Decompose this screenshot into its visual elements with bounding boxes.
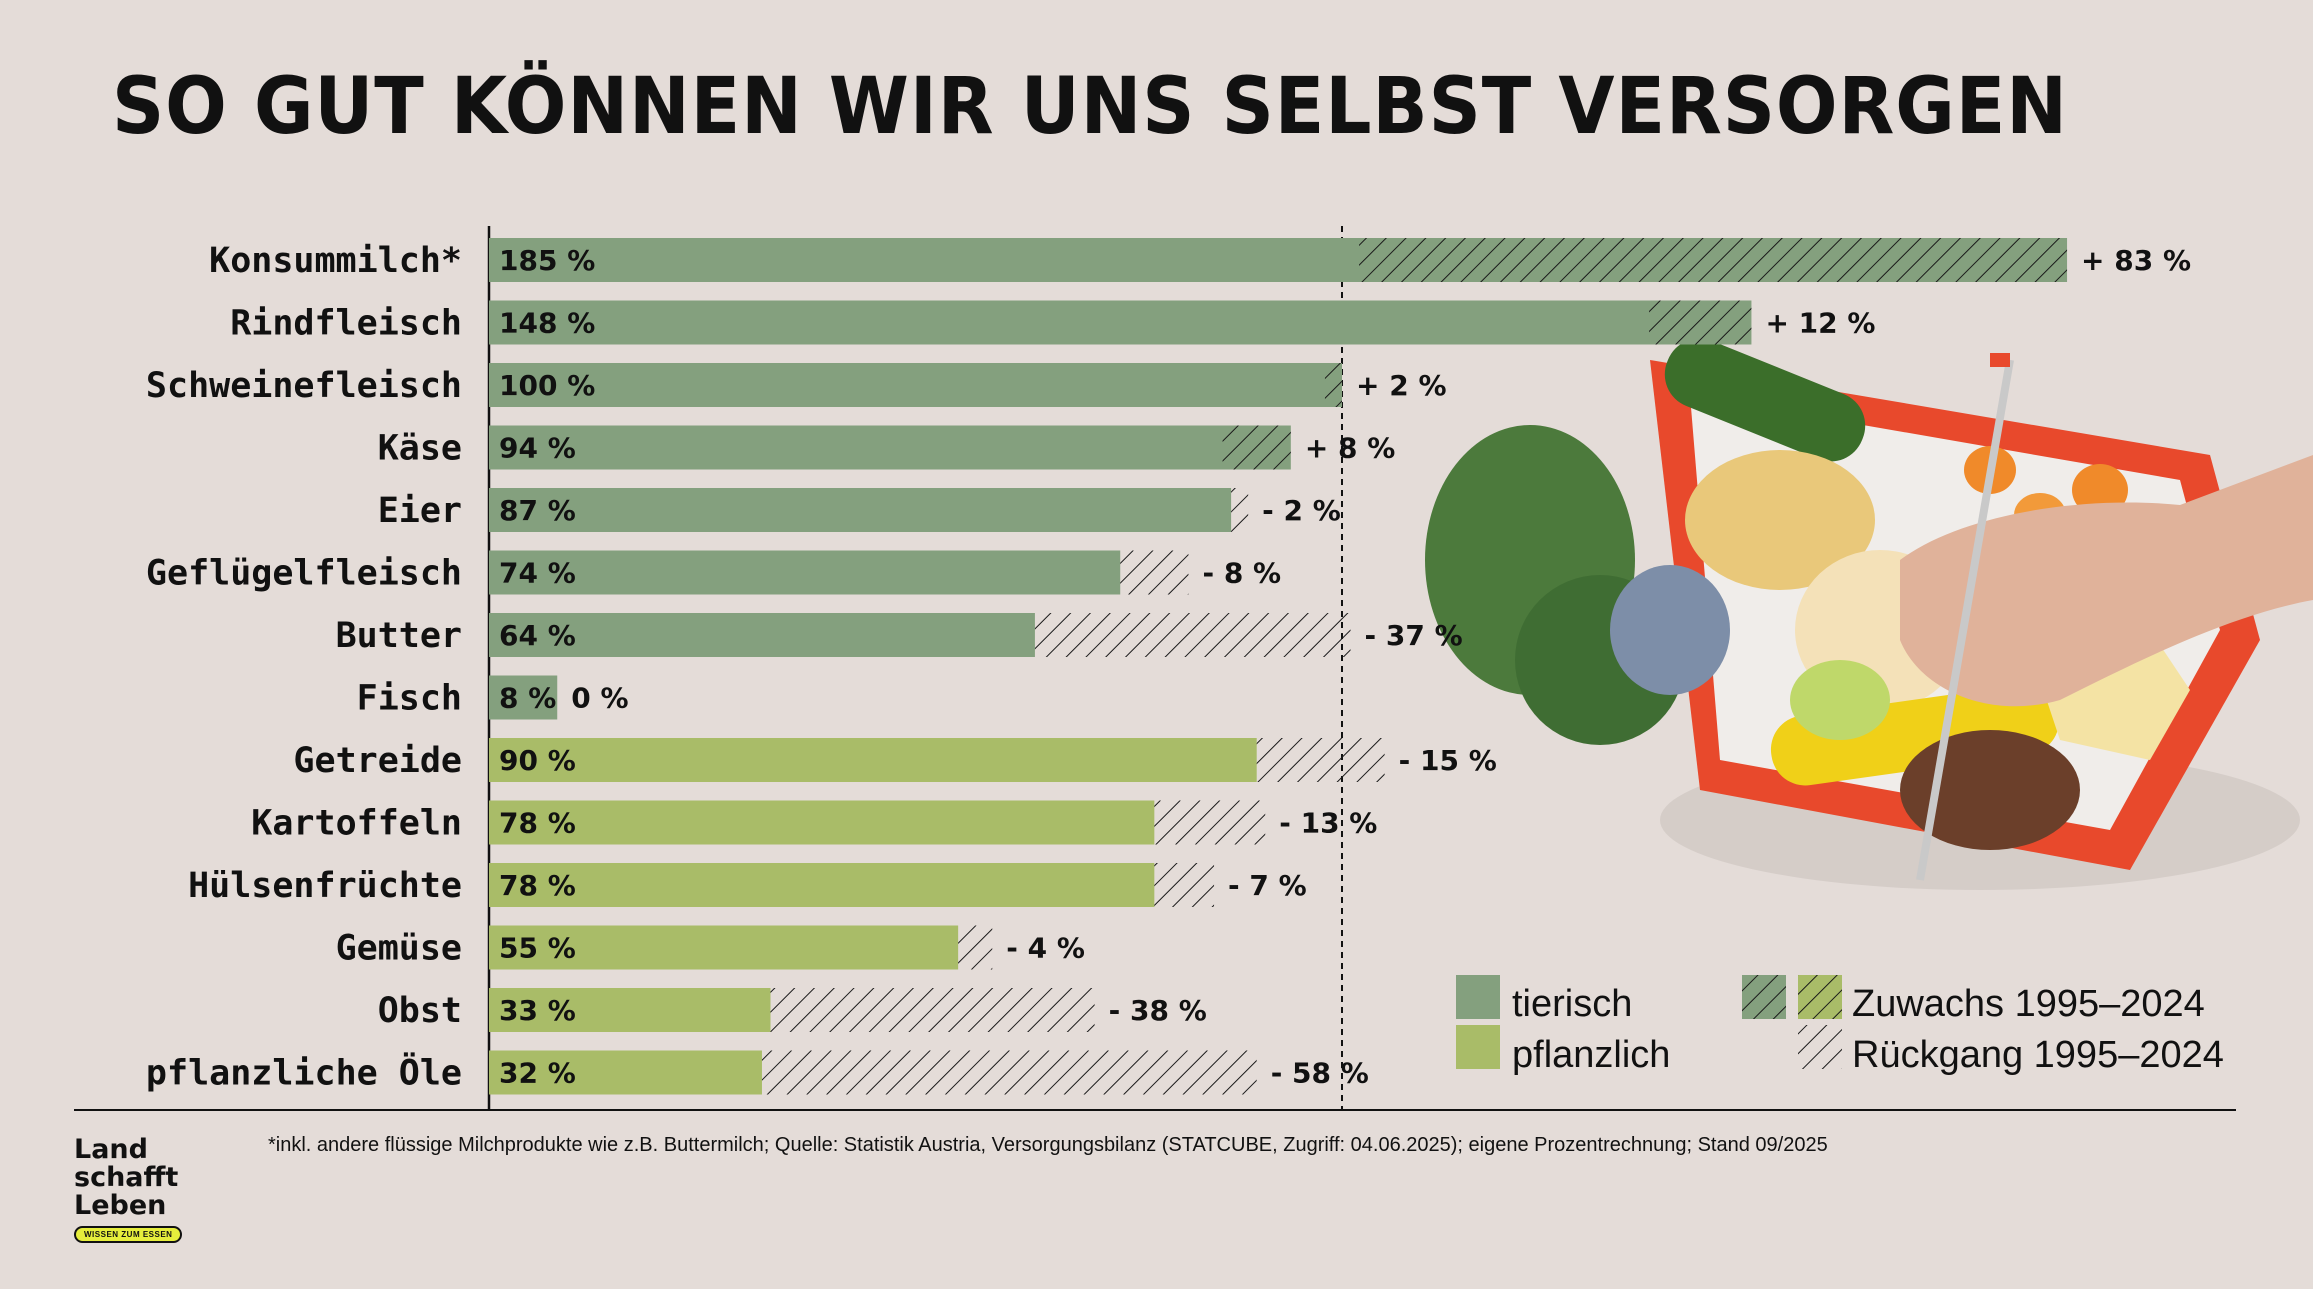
legend-label-tierisch: tierisch [1512,983,1632,1025]
change-label-eier: - 2 % [1262,494,1341,527]
value-label-konsummilch: 185 % [499,244,595,277]
value-label-pflanzliche-öle: 32 % [499,1057,576,1090]
change-label-pflanzliche-öle: - 58 % [1271,1057,1369,1090]
category-label-gemüse: Gemüse [336,929,462,969]
change-label-käse: + 8 % [1305,432,1396,465]
decline-hatch-kartoffeln [1154,800,1266,845]
change-label-fisch: 0 % [571,682,628,715]
legend-hatch-zuwachs-tierisch [1742,975,1786,1019]
bar-obst [489,988,771,1032]
decline-hatch-butter [1034,613,1351,657]
bar-eier [489,488,1232,532]
value-label-geflügelfleisch: 74 % [499,557,576,590]
bar-butter [489,613,1035,657]
change-label-schweinefleisch: + 2 % [1356,369,1447,402]
change-label-obst: - 38 % [1109,994,1207,1027]
value-label-eier: 87 % [499,494,576,527]
category-label-käse: Käse [378,429,462,469]
category-label-kartoffeln: Kartoffeln [251,804,462,844]
legend-hatch-rueckgang [1798,1025,1842,1069]
legend-label-rueckgang: Rückgang 1995–2024 [1852,1034,2224,1076]
logo-line-1: Land [74,1134,148,1165]
melon-icon [1790,660,1890,740]
footnote: *inkl. andere flüssige Milchprodukte wie… [268,1134,1828,1156]
legend-label-pflanzlich: pflanzlich [1512,1034,1670,1076]
value-label-rindfleisch: 148 % [499,307,595,340]
bar-geflügelfleisch [489,550,1121,595]
change-label-butter: - 37 % [1365,619,1463,652]
decline-hatch-gemüse [958,925,993,970]
decline-hatch-geflügelfleisch [1120,550,1189,595]
bar-rindfleisch [489,300,1752,345]
value-label-obst: 33 % [499,994,576,1027]
bar-schweinefleisch [489,363,1342,407]
change-label-getreide: - 15 % [1399,744,1497,777]
growth-hatch-rindfleisch [1649,300,1752,345]
bar-hülsenfrüchte [489,863,1155,907]
value-label-schweinefleisch: 100 % [499,369,595,402]
category-label-getreide: Getreide [293,741,462,781]
category-label-obst: Obst [378,991,462,1031]
category-label-pflanzliche-öle: pflanzliche Öle [146,1052,462,1094]
bread-loaf-icon [1900,730,2080,850]
hand-icon [1900,455,2313,707]
value-label-gemüse: 55 % [499,932,576,965]
logo-line-2: schafft [74,1162,179,1193]
category-label-butter: Butter [336,616,462,656]
bar-getreide [489,738,1257,782]
change-label-hülsenfrüchte: - 7 % [1228,869,1307,902]
category-label-fisch: Fisch [357,679,462,719]
value-label-butter: 64 % [499,619,576,652]
decline-hatch-getreide [1256,738,1385,782]
zucchini-icon [1664,338,1866,462]
change-label-konsummilch: + 83 % [2081,244,2191,277]
change-label-geflügelfleisch: - 8 % [1202,557,1281,590]
legend-swatch-pflanzlich [1456,1025,1500,1069]
change-label-gemüse: - 4 % [1006,932,1085,965]
category-label-konsummilch: Konsummilch* [209,241,462,281]
category-label-eier: Eier [378,491,462,531]
bar-kartoffeln [489,800,1155,845]
value-label-fisch: 8 % [499,682,556,715]
brand-logo: Land schafft Leben WISSEN ZUM ESSEN [74,1134,183,1243]
category-label-hülsenfrüchte: Hülsenfrüchte [188,866,462,906]
change-label-kartoffeln: - 13 % [1279,807,1377,840]
growth-hatch-konsummilch [1359,238,2068,282]
bar-gemüse [489,925,959,970]
decline-hatch-eier [1231,488,1249,532]
basket-handle [1916,359,2014,881]
value-label-hülsenfrüchte: 78 % [499,869,576,902]
bottle-icon [1610,565,1730,695]
legend-hatch-zuwachs-pflanzlich [1798,975,1842,1019]
pasta-icon [1685,450,1875,590]
shopping-basket-illustration [1425,338,2313,890]
legend-swatch-tierisch [1456,975,1500,1019]
decline-hatch-pflanzliche-öle [761,1050,1257,1095]
value-label-kartoffeln: 78 % [499,807,576,840]
growth-hatch-käse [1222,425,1291,470]
category-label-geflügelfleisch: Geflügelfleisch [146,554,462,594]
page-title: SO GUT KÖNNEN WIR UNS SELBST VERSORGEN [112,62,2068,152]
legend-label-zuwachs: Zuwachs 1995–2024 [1852,983,2205,1025]
growth-hatch-schweinefleisch [1324,363,1342,407]
bar-käse [489,425,1291,470]
change-label-rindfleisch: + 12 % [1765,307,1875,340]
decline-hatch-hülsenfrüchte [1154,863,1215,907]
category-label-schweinefleisch: Schweinefleisch [146,366,462,406]
cheese-icon [2040,630,2190,760]
decline-hatch-obst [770,988,1095,1032]
bar-fisch [489,675,558,720]
logo-line-3: Leben [74,1190,167,1221]
bar-pflanzliche-öle [489,1050,762,1095]
category-label-rindfleisch: Rindfleisch [230,304,462,344]
value-label-käse: 94 % [499,432,576,465]
logo-tagline: WISSEN ZUM ESSEN [74,1226,183,1243]
value-label-getreide: 90 % [499,744,576,777]
